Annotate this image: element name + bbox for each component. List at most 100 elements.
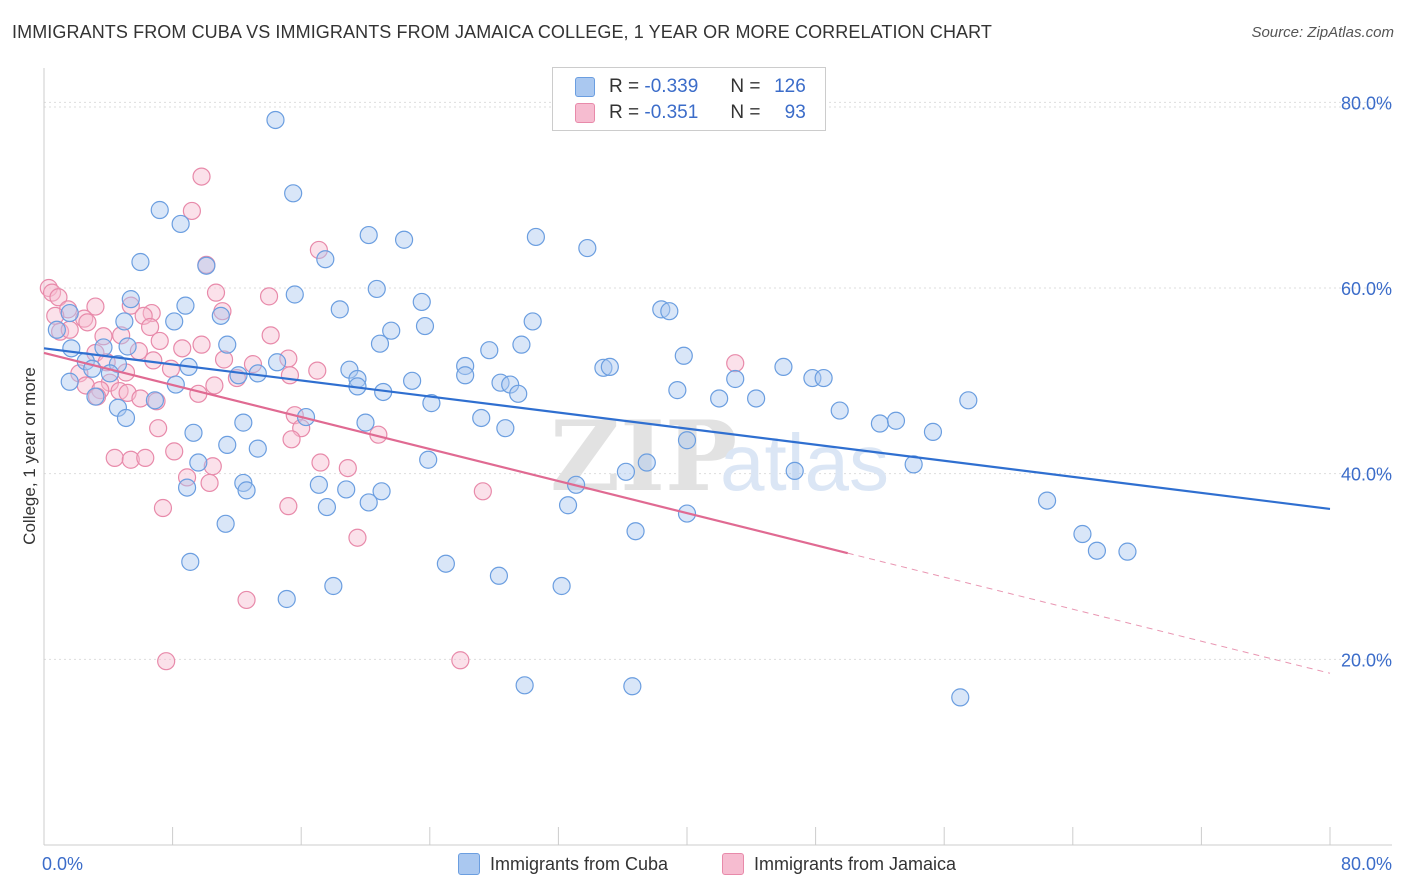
cuba-point-66 xyxy=(145,391,165,410)
jamaica-point-22 xyxy=(112,326,131,345)
cuba-point-77 xyxy=(886,411,906,430)
cuba-point-61 xyxy=(668,381,687,400)
cuba-point-80 xyxy=(218,435,237,454)
cuba-point-7 xyxy=(578,238,597,258)
cuba-point-46 xyxy=(229,366,248,385)
trend-line-cuba xyxy=(43,347,1331,511)
cuba-point-85 xyxy=(637,453,656,472)
jamaica-point-67 xyxy=(279,497,298,516)
watermark: ZIP atlas xyxy=(550,400,889,513)
legend-cuba-r-label: R = xyxy=(609,76,640,97)
cuba-point-52 xyxy=(726,369,745,389)
cuba-point-4 xyxy=(359,225,378,245)
cuba-point-15 xyxy=(176,296,195,315)
cuba-point-16 xyxy=(330,300,349,319)
cuba-point-73 xyxy=(356,413,375,432)
cuba-point-12 xyxy=(285,285,304,304)
jamaica-point-56 xyxy=(105,448,124,467)
legend-swatch-cuba xyxy=(575,77,595,97)
cuba-point-25 xyxy=(382,321,401,340)
cuba-point-10 xyxy=(197,256,216,275)
jamaica-point-25 xyxy=(173,339,192,358)
cuba-point-43 xyxy=(774,357,793,377)
tick-labels: 20.0% 40.0% 60.0% 80.0% 0.0% 80.0% xyxy=(42,93,1392,874)
cuba-point-31 xyxy=(62,339,81,358)
legend-cuba-r-value: -0.339 xyxy=(644,76,699,97)
jamaica-point-58 xyxy=(165,442,184,461)
cuba-point-75 xyxy=(496,419,515,438)
jamaica-point-63 xyxy=(177,468,197,487)
cuba-point-90 xyxy=(309,475,328,494)
cuba-point-97 xyxy=(359,493,378,512)
cuba-point-94 xyxy=(337,480,356,499)
bottom-legend-jamaica: Immigrants from Jamaica xyxy=(722,853,956,875)
cuba-point-28 xyxy=(370,334,390,353)
cuba-point-87 xyxy=(785,461,804,480)
cuba-point-38 xyxy=(267,353,287,372)
jamaica-point-6 xyxy=(49,288,68,307)
jamaica-point-18 xyxy=(140,317,160,337)
cuba-point-76 xyxy=(870,414,890,433)
jamaica-point-8 xyxy=(259,287,279,306)
bottom-legend-swatch-cuba xyxy=(458,853,480,875)
cuba-point-74 xyxy=(472,408,491,428)
cuba-point-99 xyxy=(216,514,235,533)
jamaica-point-17 xyxy=(78,313,97,332)
cuba-point-112 xyxy=(515,676,534,695)
cuba-point-111 xyxy=(277,589,296,609)
y-tick-label-20: 20.0% xyxy=(1341,650,1392,670)
cuba-point-30 xyxy=(480,341,499,360)
legend-jamaica-r-label: R = xyxy=(609,102,640,123)
jamaica-point-50 xyxy=(147,392,166,411)
cuba-point-83 xyxy=(419,450,438,469)
jamaica-point-10 xyxy=(86,297,105,316)
cuba-point-60 xyxy=(509,384,528,403)
legend-swatch-jamaica xyxy=(575,103,595,123)
source-credit: Source: ZipAtlas.com xyxy=(1251,24,1394,41)
jamaica-point-33 xyxy=(243,355,263,374)
jamaica-point-66 xyxy=(153,498,173,518)
jamaica-point-23 xyxy=(150,331,169,351)
cuba-point-49 xyxy=(403,371,422,390)
cuba-point-86 xyxy=(616,462,636,481)
cuba-point-96 xyxy=(558,496,578,515)
jamaica-point-11 xyxy=(121,296,140,315)
cuba-point-67 xyxy=(422,394,441,413)
cuba-point-50 xyxy=(456,366,475,385)
correlation-legend: R = -0.339 N = 126 R = -0.351 N = 93 xyxy=(552,67,826,131)
cuba-point-2 xyxy=(150,200,169,220)
cuba-point-11 xyxy=(367,279,386,299)
watermark-atlas: atlas xyxy=(720,418,889,507)
cuba-point-95 xyxy=(372,482,391,501)
cuba-point-81 xyxy=(248,439,267,458)
cuba-point-33 xyxy=(118,337,137,356)
jamaica-point-57 xyxy=(121,450,140,469)
cuba-point-9 xyxy=(131,252,150,272)
bottom-legend-label-cuba: Immigrants from Cuba xyxy=(490,853,669,874)
cuba-point-40 xyxy=(456,356,475,376)
jamaica-point-29 xyxy=(214,350,234,369)
jamaica-point-39 xyxy=(280,366,300,385)
cuba-point-102 xyxy=(1037,491,1057,510)
cuba-point-109 xyxy=(324,576,343,596)
cuba-point-98 xyxy=(317,497,337,517)
bottom-legend-swatch-jamaica xyxy=(722,853,744,875)
cuba-point-107 xyxy=(436,554,455,573)
cuba-point-27 xyxy=(218,335,237,354)
legend-row-jamaica: R = -0.351 N = 93 xyxy=(575,102,806,124)
cuba-point-20 xyxy=(211,306,230,325)
chart-title: IMMIGRANTS FROM CUBA VS IMMIGRANTS FROM … xyxy=(12,22,993,42)
jamaica-point-24 xyxy=(192,335,211,354)
jamaica-point-70 xyxy=(157,652,176,671)
legend-jamaica-n-label: N = xyxy=(730,102,761,123)
cuba-point-113 xyxy=(623,677,642,696)
cuba-point-5 xyxy=(394,230,414,249)
jamaica-point-71 xyxy=(451,651,470,670)
jamaica-point-26 xyxy=(261,326,280,345)
cuba-point-100 xyxy=(626,522,645,541)
cuba-point-62 xyxy=(710,389,729,408)
jamaica-point-38 xyxy=(726,354,745,373)
y-tick-label-40: 40.0% xyxy=(1341,465,1392,485)
jamaica-point-68 xyxy=(348,528,367,547)
